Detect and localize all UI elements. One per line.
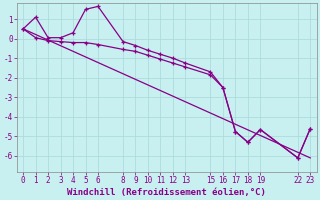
X-axis label: Windchill (Refroidissement éolien,°C): Windchill (Refroidissement éolien,°C) xyxy=(67,188,266,197)
